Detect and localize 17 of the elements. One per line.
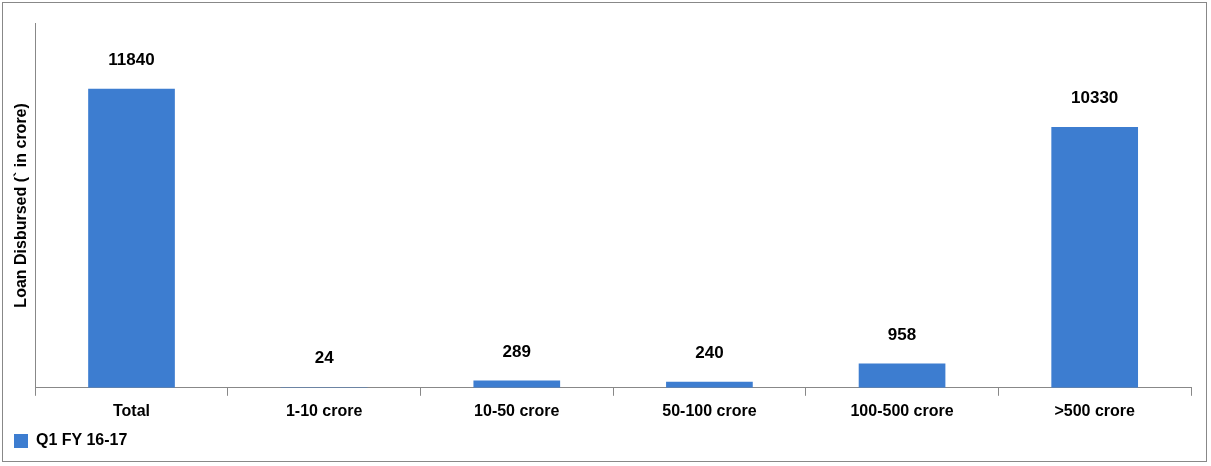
x-tick-label: >500 crore [1054, 401, 1136, 419]
x-tick-label: 50-100 crore [662, 401, 757, 419]
y-axis-title: Loan Disbursed (` in crore) [12, 103, 30, 308]
data-label: 11840 [108, 49, 155, 69]
x-tick-label: 10-50 crore [474, 401, 560, 419]
x-tick-label: 1-10 crore [285, 401, 363, 419]
data-label: 10330 [1071, 88, 1119, 108]
x-tick-label: 100-500 crore [850, 401, 954, 419]
data-label: 958 [887, 324, 917, 344]
bar [858, 363, 946, 388]
data-label: 24 [314, 348, 335, 368]
x-tick-label: Total [113, 401, 151, 419]
data-label: 289 [502, 341, 531, 361]
legend-label: Q1 FY 16-17 [36, 431, 128, 449]
data-label: 240 [695, 342, 724, 362]
bar [1051, 126, 1139, 388]
bar [88, 88, 175, 388]
